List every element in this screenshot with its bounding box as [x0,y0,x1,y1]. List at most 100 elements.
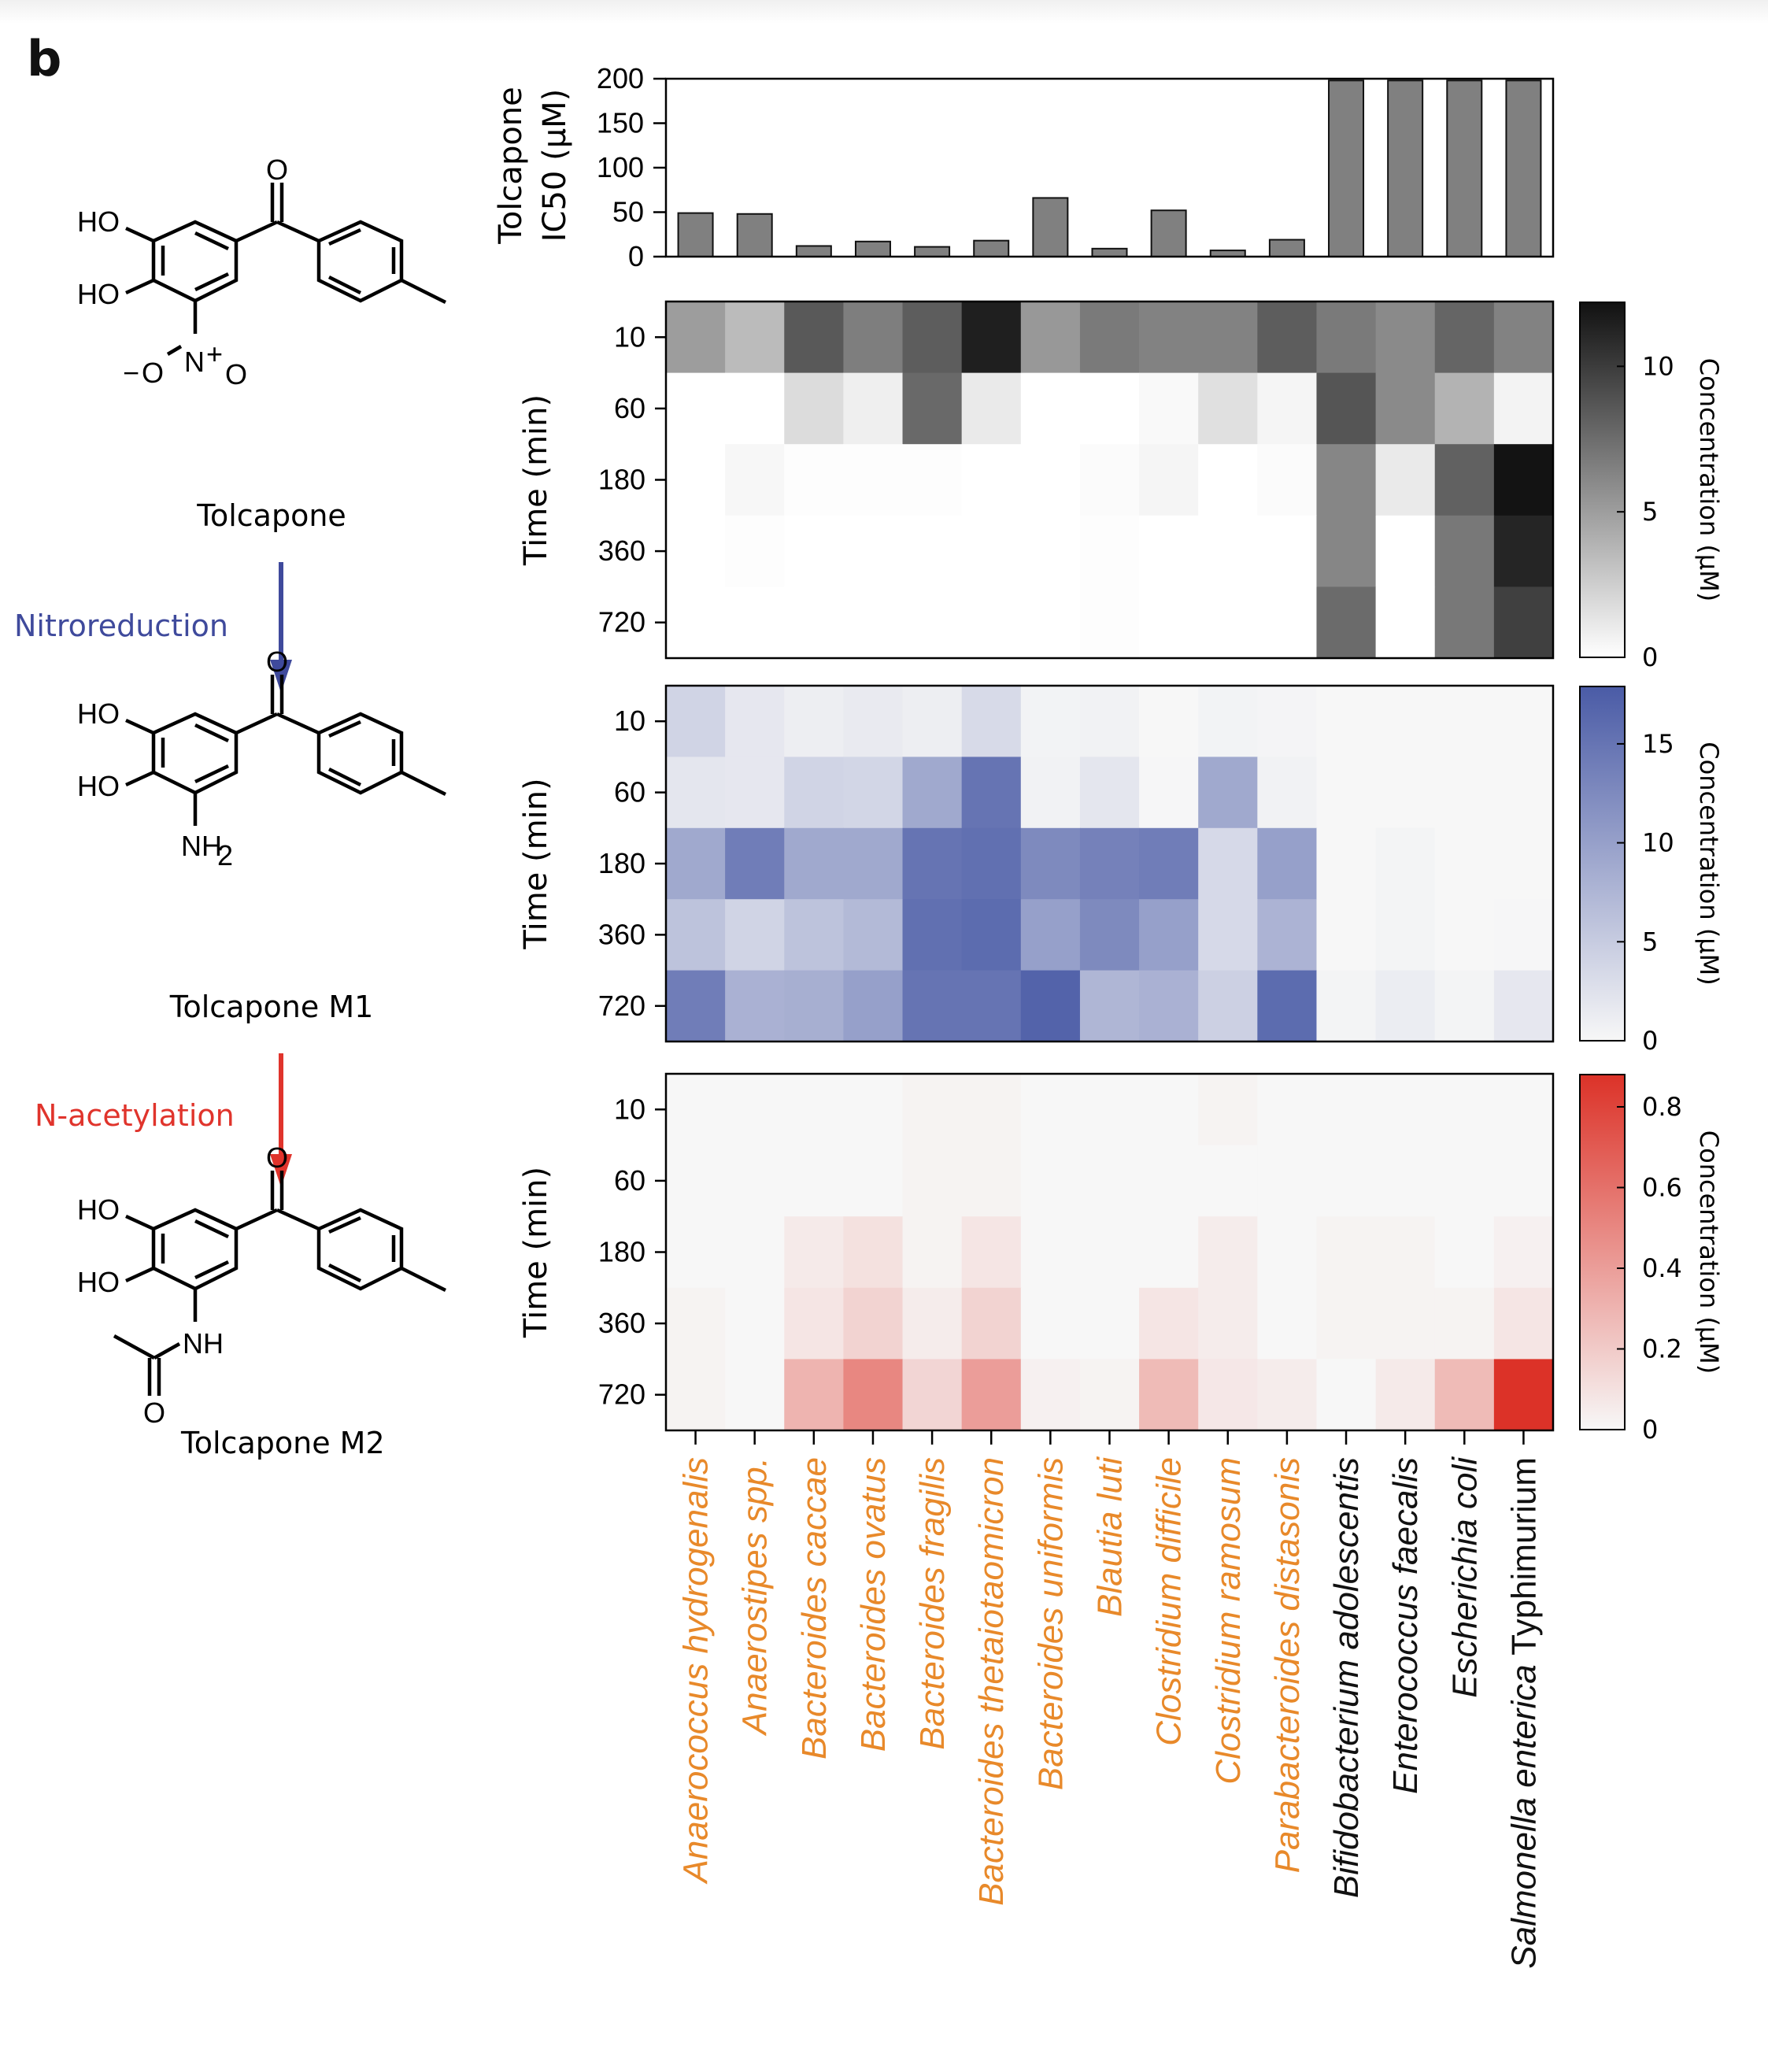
heatmap-cell [1257,899,1318,971]
heatmap-cell [961,1287,1022,1360]
heatmap-cell [1198,372,1258,445]
heatmap-cell [961,686,1022,757]
bar-marks [677,80,1542,258]
row-tick-label: 180 [598,847,645,879]
row-tick-label: 360 [598,918,645,950]
heatmap-cell [1079,1359,1140,1431]
heatmap-cell [902,586,963,659]
compound-label-tolcapone: Tolcapone [196,498,346,533]
bar-15 [1505,80,1542,258]
heatmap-cell [666,970,726,1042]
heatmap-cell [961,1359,1022,1431]
colorbar-title: Concentration (μM) [1694,358,1724,601]
heatmap-cell [1079,1074,1140,1146]
atom-carbonyl-o: O [266,646,288,678]
heatmap-cell [843,444,904,516]
bar-frame [664,77,1555,258]
heatmap-cell [1020,970,1081,1042]
heatmap-cell [1020,1287,1081,1360]
heatmap-cell [1316,686,1377,757]
bar-6 [973,239,1010,258]
heatmap-cell [1257,970,1318,1042]
heatmap-cell [1434,444,1495,516]
heatmap-cell [1079,899,1140,971]
heatmap-cell [1257,1359,1318,1431]
heatmap-cell [666,1145,726,1217]
heatmap-cell [725,302,785,374]
heatmap-cell [902,970,963,1042]
atom-oh-2: HO [77,278,120,310]
colorbar [1579,302,1626,658]
heatmap-cell [961,1145,1022,1217]
heatmap-cell [1198,1074,1258,1146]
heatmap-cell [1316,1145,1377,1217]
heatmap-cell [902,302,963,374]
atom-nitro-n: N [184,346,205,378]
heatmap-cell [902,1216,963,1289]
heatmap-cell [666,515,726,587]
heatmap-cell [666,1287,726,1360]
row-tick-label: 10 [614,1093,645,1125]
heatmap-cell [1434,1145,1495,1217]
atom-oh-1: HO [77,205,120,238]
heatmap-cell [1198,970,1258,1042]
heatmap-cell [1434,686,1495,757]
colorbar [1579,1074,1626,1430]
colorbar-tick-label: 0.4 [1642,1253,1682,1283]
heatmap-cell [1079,1216,1140,1289]
heatmap-cell [1493,1359,1554,1431]
heatmap-cell [1434,1359,1495,1431]
species-name: Bacteroides uniformis [1031,1457,1070,1790]
heatmap-cell [902,899,963,971]
heatmap-cell [1257,444,1318,516]
row-tick-label: 60 [614,776,645,808]
heatmap-cell [1020,444,1081,516]
heatmap-cell [666,827,726,900]
atom-charge-plus: + [206,338,223,370]
species-label: Bacteroides fragilis [913,1457,952,1750]
heatmap-cell [1375,899,1436,971]
heatmap-cell [1316,515,1377,587]
heatmap-cell [1493,1287,1554,1360]
atom-nh: NH [181,830,222,862]
heatmap-cell [1434,827,1495,900]
bar-y-tick-label: 50 [612,196,644,228]
atom-nitro-o: O [225,358,247,390]
heatmap-cell [1079,970,1140,1042]
heatmap-cell [843,1074,904,1146]
heatmap-cell [843,899,904,971]
heatmap-cell [1493,1145,1554,1217]
heatmap-cell [725,1145,785,1217]
heatmap-cell [1316,586,1377,659]
heatmap-cell [784,899,844,971]
species-serovar: Typhimurium [1504,1457,1543,1664]
species-name: Salmonella enterica [1504,1664,1543,1968]
colorbar-tick-label: 0.6 [1642,1173,1682,1203]
colorbar-tick-label: 10 [1642,351,1674,381]
heatmap-cell [725,899,785,971]
heatmap-tolcapone-m1: 10 60 180 360 720 Time (min) 0 5 10 15 Concentrati… [518,684,1724,1056]
bar-1 [677,212,714,258]
heatmap-cell [1493,970,1554,1042]
heatmap-cell [843,686,904,757]
heatmap-cell [1139,515,1199,587]
colorbar-tick-label: 0.8 [1642,1092,1682,1122]
heatmap-cell [725,1287,785,1360]
heatmap-cell [1257,515,1318,587]
heatmap-cell [1139,899,1199,971]
heatmap-cell [902,1145,963,1217]
heatmap-cell [1316,372,1377,445]
heatmap-cell [1493,686,1554,757]
atom-minus: − [123,357,139,389]
atom-oh-2: HO [77,1266,120,1298]
heatmap-cell [1434,515,1495,587]
heatmap-cell [1375,586,1436,659]
colorbar-tick-label: 0 [1642,1026,1658,1056]
heatmap-cell [666,302,726,374]
heatmap-cell [1198,1145,1258,1217]
heatmap-cell [725,686,785,757]
heatmap-cell [784,444,844,516]
step-label-n-acetylation: N-acetylation [35,1098,235,1133]
species-name: Anaerococcus hydrogenalis [677,1457,716,1885]
species-name: Blautia luti [1091,1456,1130,1617]
